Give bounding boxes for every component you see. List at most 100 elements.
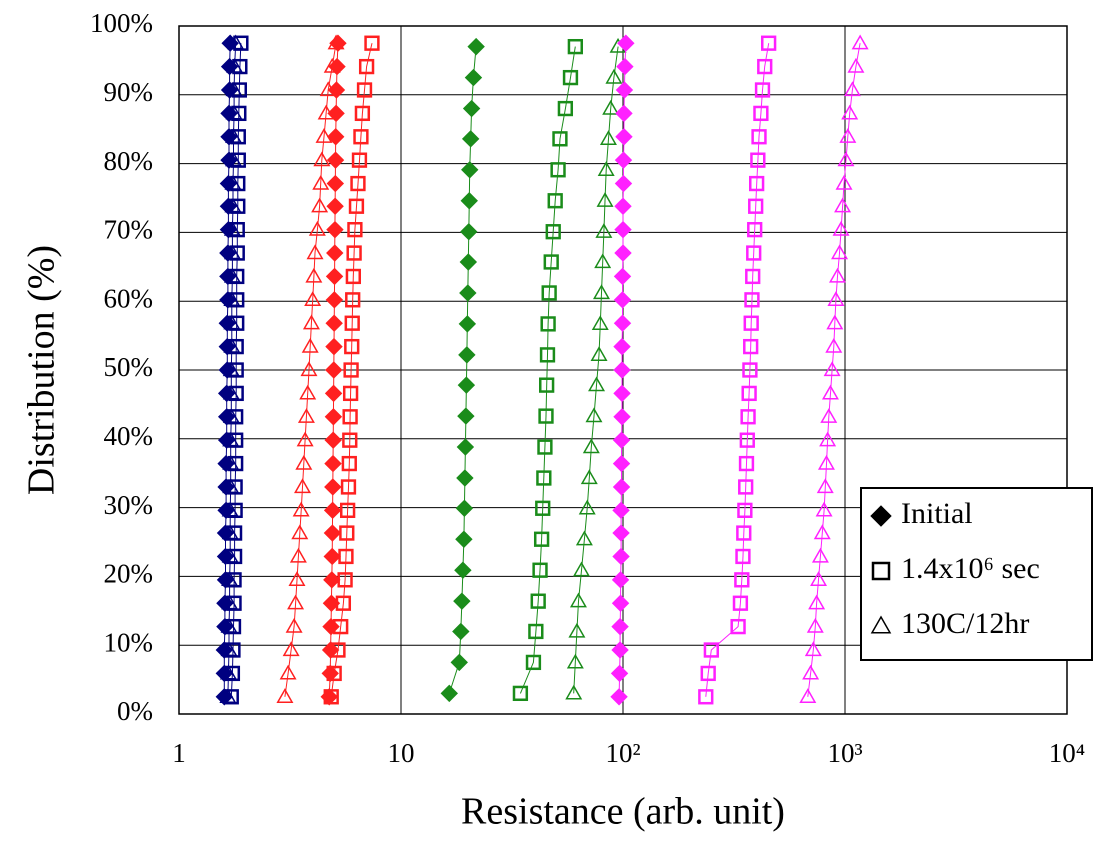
y-tick-label: 60%	[104, 283, 154, 313]
x-tick-label: 1	[172, 738, 186, 768]
diamond-marker	[325, 291, 344, 309]
square-marker	[364, 35, 380, 51]
square-marker	[749, 175, 765, 192]
diamond-marker	[461, 130, 480, 148]
square-marker	[739, 432, 755, 448]
square-marker	[231, 82, 247, 98]
triangle-marker	[317, 104, 335, 120]
square-marker	[528, 623, 544, 640]
square-marker	[536, 470, 552, 486]
triangle-marker	[585, 407, 603, 423]
square-marker	[533, 531, 550, 547]
square-marker	[535, 500, 551, 516]
triangle-marker	[300, 361, 318, 377]
diamond-marker	[613, 408, 631, 426]
square-marker	[567, 38, 583, 55]
triangle-marker	[306, 244, 324, 260]
series-line	[519, 46, 576, 694]
y-tick-label: 70%	[104, 215, 154, 245]
y-tick-label: 20%	[104, 559, 154, 589]
diamond-marker	[615, 128, 633, 146]
triangle-marker	[819, 431, 837, 447]
square-marker	[347, 221, 363, 238]
triangle-marker	[219, 664, 237, 680]
triangle-marker	[287, 594, 305, 610]
triangle-marker	[815, 501, 833, 517]
triangle-marker	[299, 384, 317, 400]
triangle-marker	[323, 57, 341, 73]
triangle-marker	[821, 384, 839, 400]
y-tick-label: 0%	[117, 696, 153, 726]
triangle-marker	[590, 346, 608, 362]
triangle-marker	[834, 197, 852, 213]
series	[440, 37, 485, 703]
square-marker	[233, 35, 249, 51]
triangle-marker	[831, 244, 849, 260]
triangle-marker	[806, 617, 824, 633]
square-marker	[344, 315, 360, 331]
diamond-marker	[613, 384, 631, 403]
series	[512, 38, 583, 702]
series	[698, 35, 777, 705]
square-marker	[740, 409, 756, 425]
square-marker	[525, 654, 542, 671]
triangle-marker	[282, 641, 300, 657]
y-axis-label: Distribution (%)	[21, 245, 63, 495]
diamond-marker	[323, 501, 342, 520]
triangle-marker	[302, 314, 320, 330]
triangle-marker	[221, 594, 239, 610]
triangle-marker	[597, 161, 615, 176]
y-tick-label: 10%	[104, 627, 154, 657]
square-marker	[230, 198, 246, 214]
diamond-marker	[455, 499, 474, 517]
diamond-marker	[461, 161, 479, 179]
triangle-marker	[225, 81, 243, 97]
triangle-marker	[832, 220, 850, 236]
triangle-marker	[847, 57, 865, 73]
square-marker	[539, 347, 556, 363]
diamond-marker	[459, 253, 478, 271]
triangle-marker	[223, 267, 241, 283]
triangle-marker	[827, 291, 845, 306]
square-marker	[339, 525, 355, 541]
triangle-marker	[572, 561, 590, 577]
square-marker	[342, 409, 358, 425]
series-line	[807, 43, 861, 697]
square-marker	[333, 618, 349, 635]
square-marker	[223, 689, 239, 705]
triangle-marker	[870, 615, 892, 634]
diamond-marker	[326, 174, 345, 193]
square-marker	[345, 268, 361, 285]
triangle-marker	[851, 34, 869, 50]
triangle-marker	[220, 617, 238, 633]
triangle-marker	[602, 99, 620, 115]
triangle-marker	[804, 641, 822, 657]
triangle-marker	[224, 197, 242, 213]
triangle-marker	[223, 291, 241, 306]
diamond-marker	[611, 641, 629, 659]
square-marker	[344, 338, 360, 355]
square-marker	[746, 245, 762, 261]
square-marker	[547, 193, 563, 209]
triangle-marker	[826, 314, 844, 330]
square-marker	[228, 362, 244, 378]
square-marker	[761, 35, 777, 51]
triangle-marker	[289, 547, 307, 563]
triangle-marker	[816, 478, 834, 494]
square-marker	[738, 479, 754, 495]
triangle-marker	[223, 337, 241, 353]
triangle-marker	[566, 653, 584, 669]
series	[565, 37, 627, 700]
triangle-marker	[837, 151, 855, 167]
diamond-marker	[324, 384, 343, 403]
triangle-marker	[222, 478, 240, 494]
square-marker	[562, 69, 579, 86]
diamond-marker	[464, 68, 483, 87]
triangle-marker	[223, 244, 241, 260]
triangle-marker	[285, 617, 303, 633]
diamond-marker	[326, 128, 345, 146]
series-line	[573, 46, 619, 694]
triangle-marker	[279, 664, 297, 680]
series-line	[330, 43, 373, 697]
